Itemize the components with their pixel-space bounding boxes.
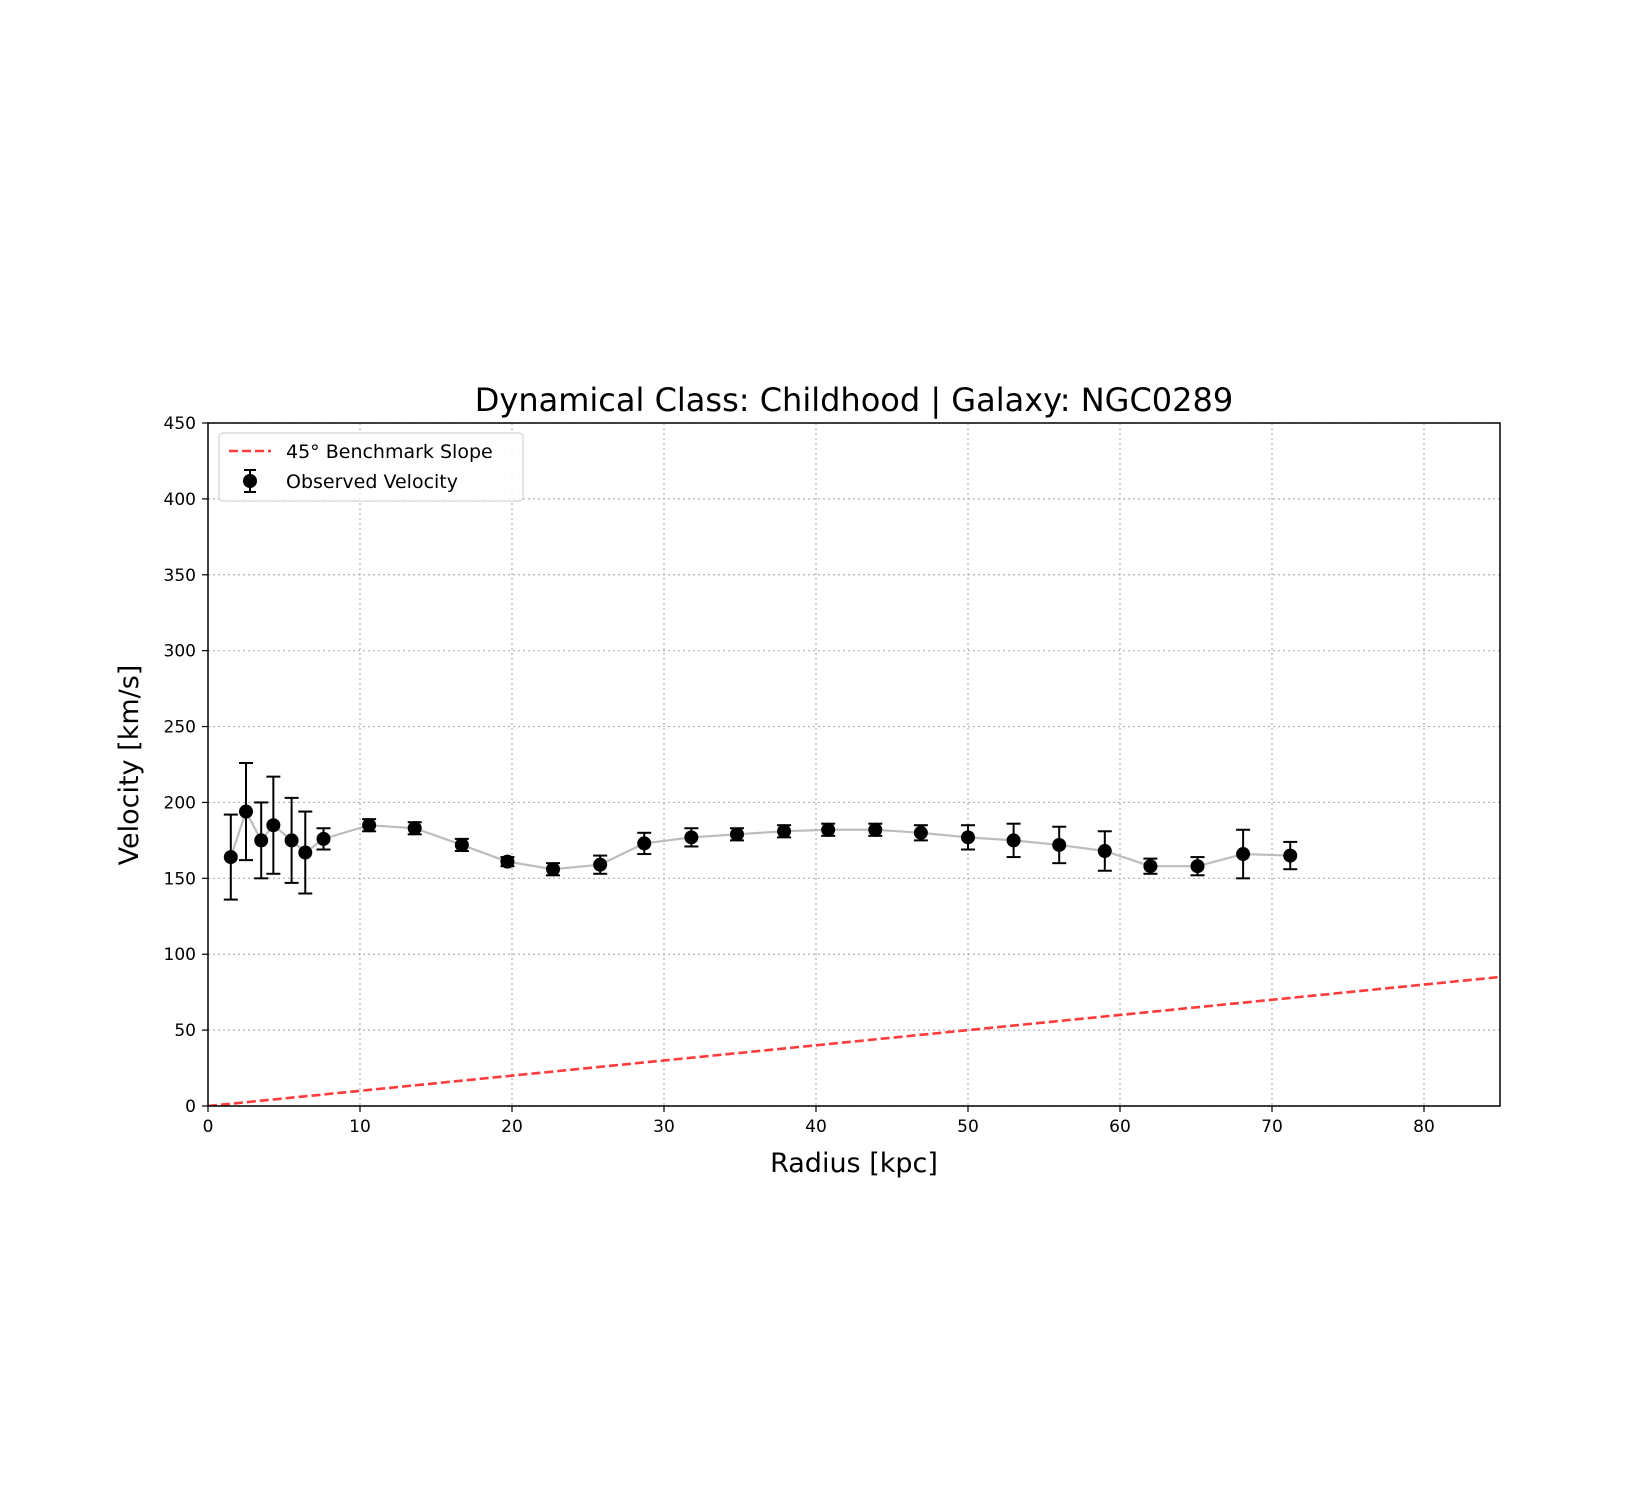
velocity-marker <box>1006 833 1021 848</box>
velocity-marker <box>777 824 792 839</box>
observed-point <box>821 822 836 837</box>
legend-observed-label: Observed Velocity <box>286 471 458 493</box>
x-tick-label: 40 <box>805 1117 827 1137</box>
legend: 45° Benchmark Slope Observed Velocity <box>218 432 524 502</box>
y-tick-label: 400 <box>164 490 196 510</box>
legend-box <box>218 432 524 502</box>
velocity-marker <box>821 822 836 837</box>
y-tick-label: 150 <box>164 869 196 889</box>
observed-point <box>593 854 608 875</box>
velocity-marker <box>316 831 331 846</box>
x-tick-label: 70 <box>1261 1117 1283 1137</box>
observed-point <box>637 831 652 856</box>
velocity-marker <box>913 825 928 840</box>
observed-point <box>284 796 299 884</box>
x-tick-label: 0 <box>203 1117 214 1137</box>
velocity-marker <box>407 821 422 836</box>
benchmark-slope-line <box>208 975 1500 1106</box>
observed-point <box>407 821 422 836</box>
velocity-marker <box>362 818 377 833</box>
chart-title: Dynamical Class: Childhood | Galaxy: NGC… <box>475 381 1233 419</box>
observed-point <box>729 827 744 842</box>
x-tick-label: 10 <box>349 1117 371 1137</box>
observed-point <box>454 837 469 853</box>
observed-point <box>961 824 975 851</box>
observed-velocity-connector <box>229 808 1291 871</box>
observed-point <box>1236 828 1251 880</box>
velocity-marker <box>239 804 253 819</box>
observed-point <box>546 862 561 877</box>
velocity-marker <box>1052 837 1067 852</box>
velocity-marker <box>868 822 883 837</box>
x-axis-label: Radius [kpc] <box>770 1148 938 1179</box>
velocity-marker <box>298 845 313 860</box>
x-axis: 0 10 20 30 40 50 60 70 80 <box>203 1106 1435 1137</box>
observed-point <box>239 761 253 862</box>
observed-point <box>1097 830 1112 872</box>
velocity-marker <box>454 837 469 852</box>
observed-point <box>254 801 269 880</box>
velocity-marker <box>284 833 299 848</box>
series-layer <box>208 761 1500 1106</box>
observed-point <box>684 827 699 848</box>
velocity-marker <box>729 827 744 842</box>
observed-point <box>1283 840 1298 871</box>
x-tick-label: 60 <box>1109 1117 1131 1137</box>
velocity-marker <box>1283 848 1298 863</box>
x-tick-label: 50 <box>957 1117 979 1137</box>
observed-point <box>1143 857 1158 875</box>
observed-point <box>362 818 377 833</box>
y-tick-label: 50 <box>174 1021 196 1041</box>
velocity-marker <box>1097 844 1112 859</box>
y-tick-label: 100 <box>164 945 196 965</box>
observed-point <box>1190 856 1205 877</box>
observed-point <box>316 827 331 851</box>
velocity-marker <box>1143 859 1158 874</box>
x-tick-label: 30 <box>653 1117 675 1137</box>
velocity-marker <box>637 836 652 851</box>
observed-point <box>868 822 883 837</box>
velocity-marker <box>961 830 975 845</box>
plot-frame <box>207 422 1501 1107</box>
observed-point <box>1052 825 1067 865</box>
observed-point <box>223 813 238 901</box>
y-axis: 0 50 100 150 200 250 300 350 400 450 <box>164 414 208 1117</box>
velocity-marker <box>254 833 269 848</box>
velocity-marker <box>266 818 281 833</box>
velocity-marker <box>593 857 608 872</box>
y-tick-label: 200 <box>164 793 196 813</box>
observed-point <box>1006 822 1021 859</box>
y-tick-label: 450 <box>164 414 196 434</box>
velocity-marker <box>1236 847 1251 862</box>
observed-point <box>266 775 281 875</box>
y-axis-label: Velocity [km/s] <box>114 665 145 866</box>
x-tick-label: 20 <box>501 1117 523 1137</box>
legend-benchmark-label: 45° Benchmark Slope <box>286 441 493 463</box>
observed-point <box>913 824 928 842</box>
observed-point <box>298 810 313 895</box>
x-tick-label: 80 <box>1413 1117 1435 1137</box>
velocity-marker <box>223 850 238 865</box>
observed-point <box>777 824 792 839</box>
velocity-marker <box>546 862 561 877</box>
legend-observed-marker <box>243 474 257 488</box>
velocity-marker <box>500 854 515 869</box>
velocity-marker <box>684 830 699 845</box>
y-tick-label: 350 <box>164 566 196 586</box>
observed-point <box>500 854 515 869</box>
y-tick-label: 0 <box>185 1097 196 1117</box>
y-tick-label: 300 <box>164 642 196 662</box>
y-tick-label: 250 <box>164 718 196 738</box>
velocity-marker <box>1190 859 1205 874</box>
